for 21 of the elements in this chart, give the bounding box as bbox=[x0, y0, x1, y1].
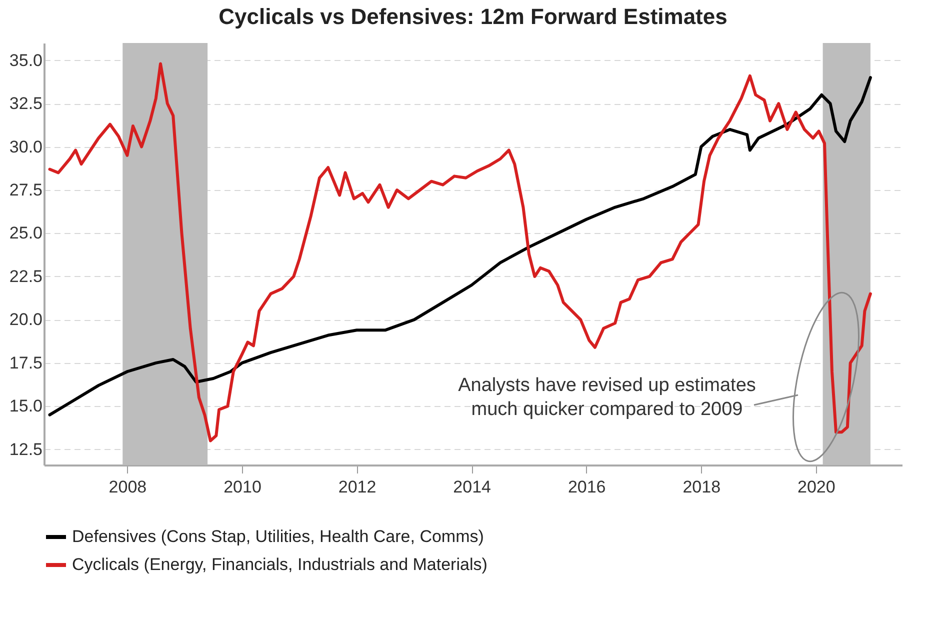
annotation: Analysts have revised up estimates much quicker compared to 2009 bbox=[458, 375, 756, 420]
y-tick-label: 30.0 bbox=[9, 137, 42, 156]
y-tick-label: 22.5 bbox=[9, 266, 42, 286]
legend-label: Defensives (Cons Stap, Utilities, Health Care, Comms) bbox=[72, 527, 484, 546]
x-tick-label: 2016 bbox=[568, 478, 606, 496]
y-tick-label: 20.0 bbox=[9, 310, 42, 330]
y-tick-label: 15.0 bbox=[9, 396, 42, 416]
y-tick-label: 17.5 bbox=[9, 353, 42, 372]
x-tick-label: 2018 bbox=[682, 478, 721, 496]
y-tick-label: 25.0 bbox=[9, 224, 42, 243]
y-tick-label: 32.5 bbox=[9, 94, 42, 114]
chart-title: Cyclicals vs Defensives: 12m Forward Estimates bbox=[218, 4, 728, 29]
x-tick-label: 2010 bbox=[224, 478, 262, 496]
y-tick-label: 12.5 bbox=[9, 440, 42, 459]
x-tick-label: 2008 bbox=[108, 478, 147, 496]
x-tick-label: 2012 bbox=[338, 478, 376, 496]
x-tick-label: 2014 bbox=[453, 478, 491, 496]
y-tick-label: 35.0 bbox=[9, 50, 42, 70]
x-tick-label: 2020 bbox=[798, 478, 836, 496]
legend-label: Cyclicals (Energy, Financials, Industrials and Materials) bbox=[72, 555, 488, 574]
y-tick-label: 27.5 bbox=[9, 180, 42, 200]
